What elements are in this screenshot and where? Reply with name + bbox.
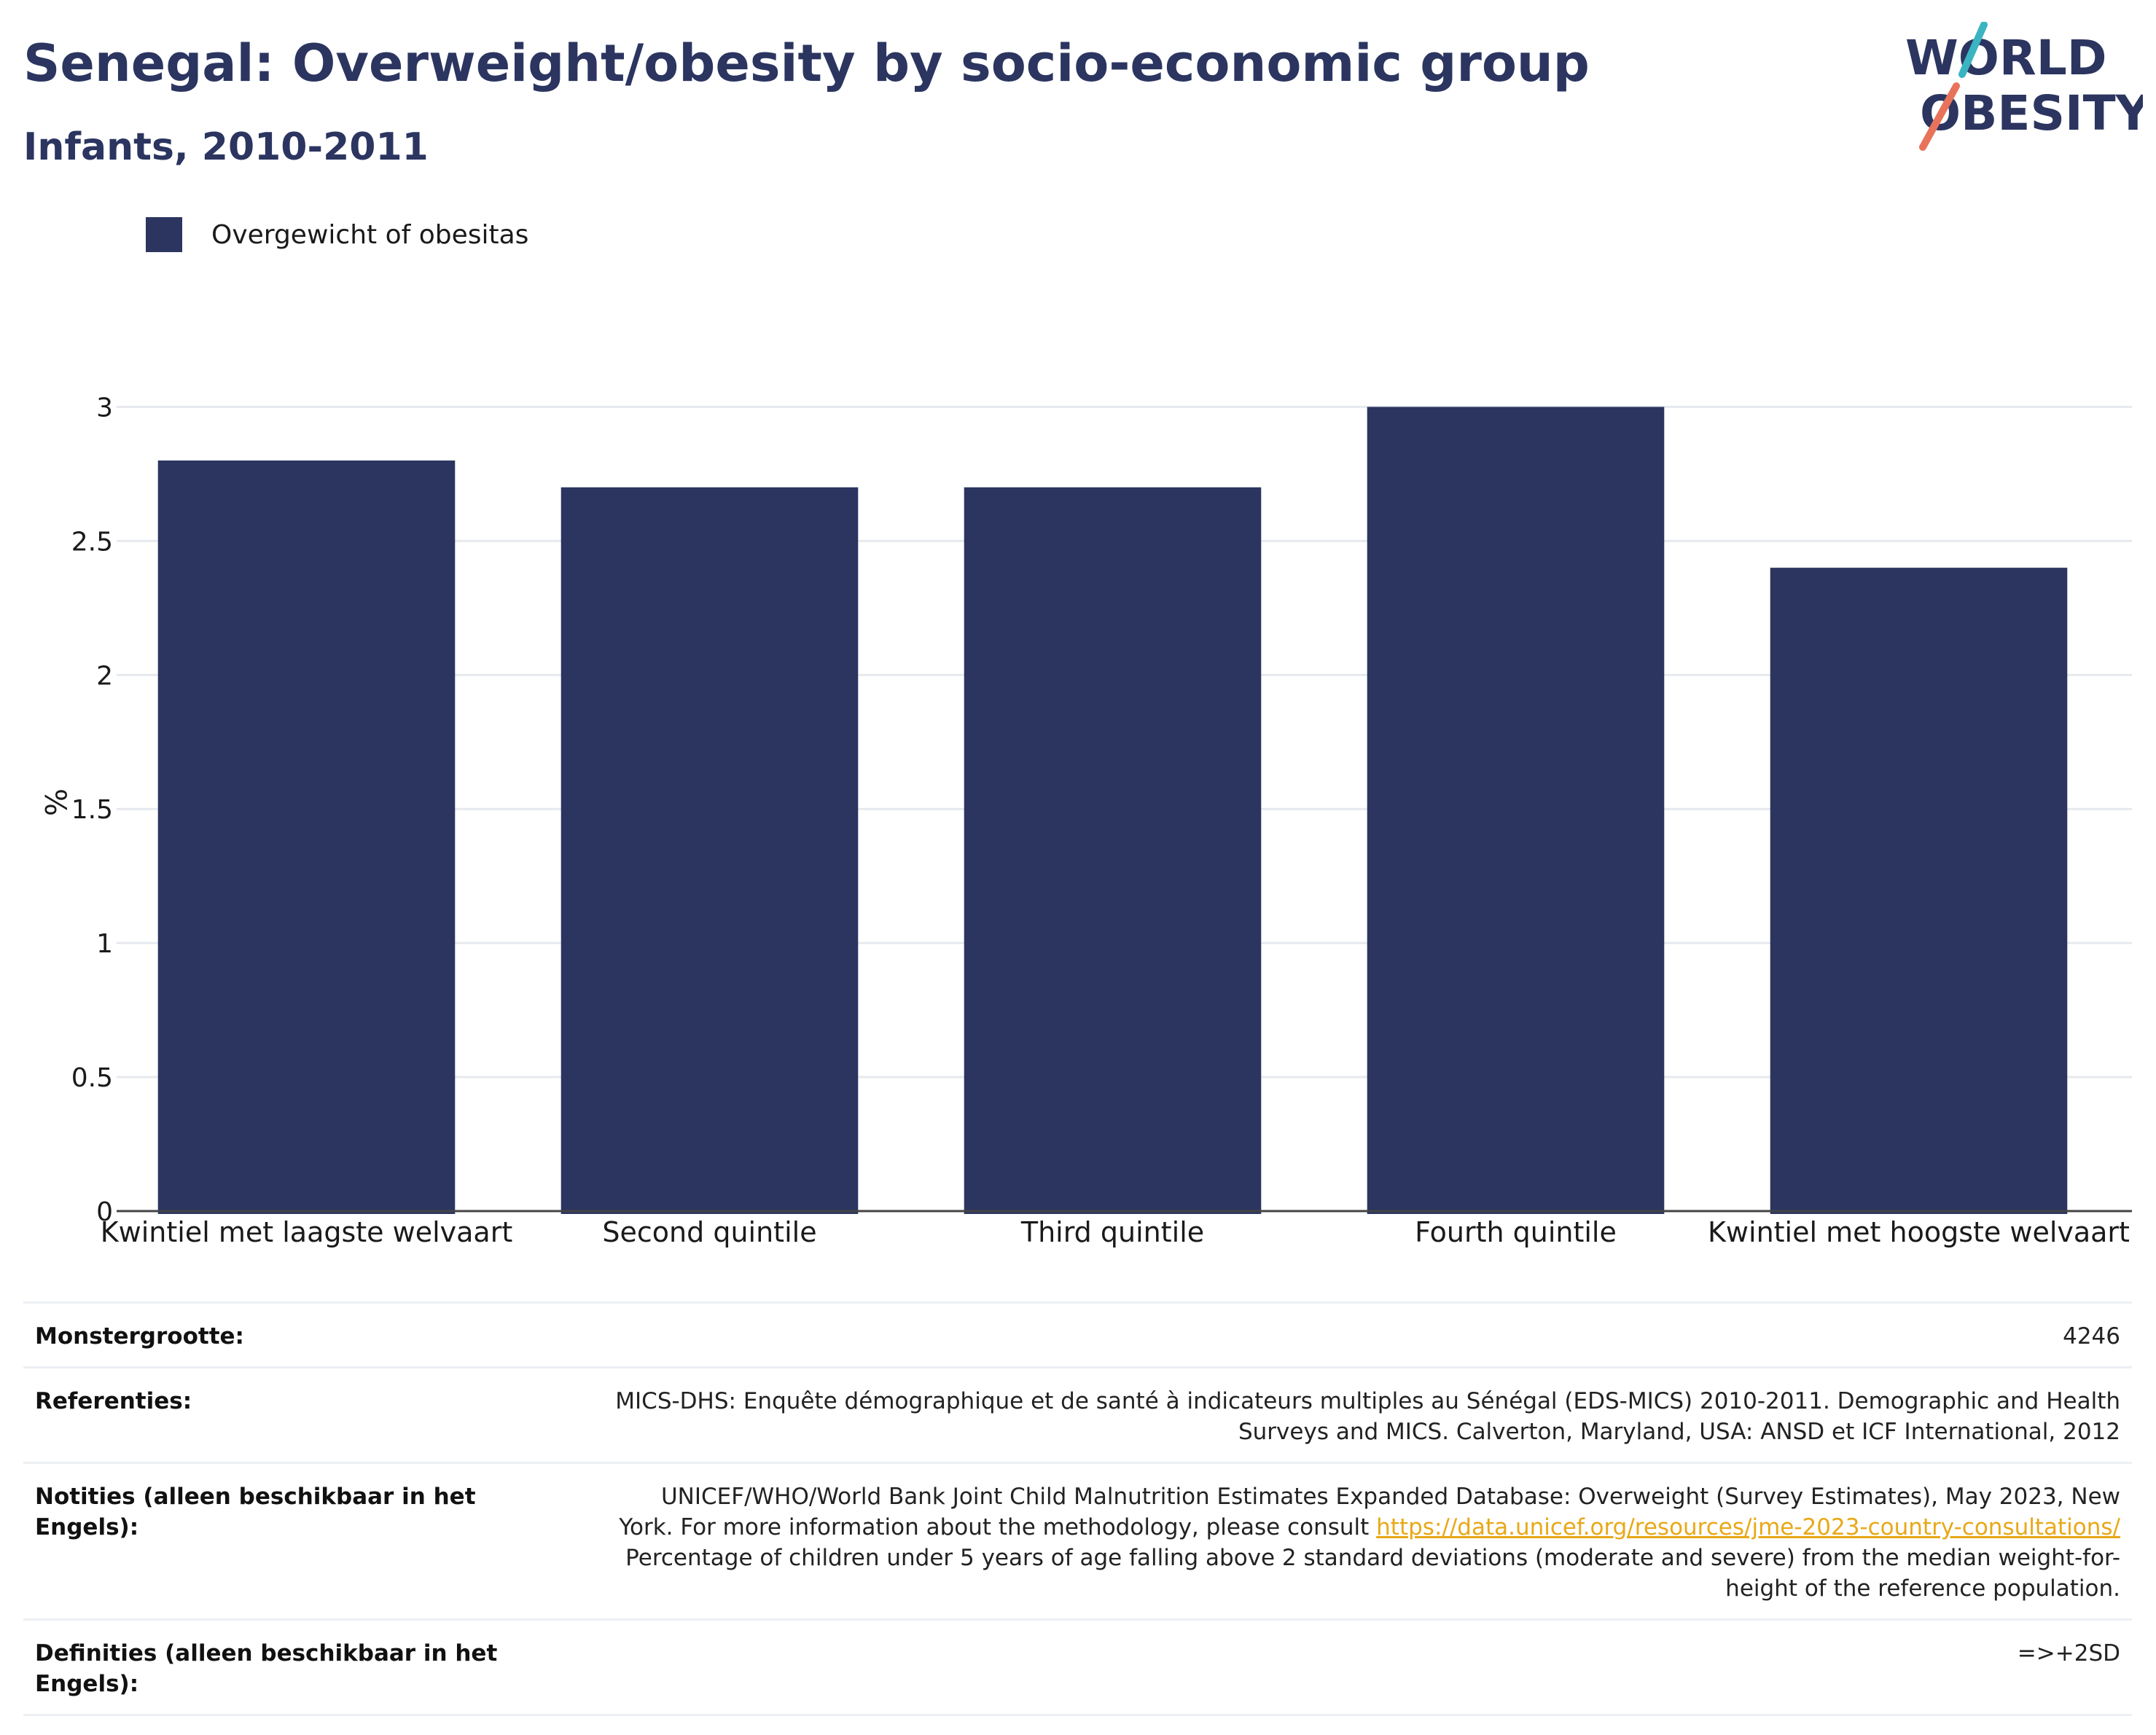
bar[interactable] bbox=[157, 460, 456, 1214]
info-row-notes: Notities (alleen beschikbaar in het Enge… bbox=[23, 1462, 2132, 1618]
x-category-label: Second quintile bbox=[602, 1216, 816, 1248]
references-value: MICS-DHS: Enquête démographique et de sa… bbox=[615, 1386, 2120, 1447]
info-table: Monstergrootte: 4246 Referenties: MICS-D… bbox=[23, 1301, 2132, 1716]
notes-line2-text: York. For more information about the met… bbox=[619, 1514, 1377, 1540]
sample-size-value: 4246 bbox=[2063, 1323, 2120, 1350]
bar[interactable] bbox=[1770, 568, 2068, 1214]
notes-value: UNICEF/WHO/World Bank Joint Child Malnut… bbox=[619, 1481, 2120, 1604]
definitions-value: =>+2SD bbox=[2017, 1640, 2120, 1667]
world-obesity-logo: WORLD OBESITY bbox=[1905, 22, 2143, 151]
logo-line1: WORLD bbox=[1905, 30, 2107, 86]
bar[interactable] bbox=[1367, 407, 1665, 1214]
y-axis-title: % bbox=[38, 788, 71, 816]
y-tick-label: 1 bbox=[96, 929, 113, 959]
logo-slash-coral bbox=[1919, 82, 1960, 151]
x-category-label: Kwintiel met laagste welvaart bbox=[101, 1216, 513, 1248]
info-row-references: Referenties: MICS-DHS: Enquête démograph… bbox=[23, 1366, 2132, 1462]
notes-line1: UNICEF/WHO/World Bank Joint Child Malnut… bbox=[660, 1484, 2120, 1510]
legend-swatch bbox=[146, 217, 182, 252]
y-tick-label: 2 bbox=[96, 661, 113, 691]
bar-chart: 0 0.5 1 1.5 2 2.5 3 Kwintiel met laagste welva… bbox=[38, 393, 2132, 1248]
references-label: Referenties: bbox=[35, 1388, 192, 1414]
notes-line3: Percentage of children under 5 years of … bbox=[625, 1545, 2120, 1571]
y-tick-label: 0 bbox=[96, 1197, 113, 1227]
x-category-labels: Kwintiel met laagste welvaart Second quin… bbox=[101, 1216, 2130, 1248]
info-row-definitions: Definities (alleen beschikbaar in het En… bbox=[23, 1618, 2132, 1716]
legend: Overgewicht of obesitas bbox=[146, 217, 528, 252]
notes-label: Notities (alleen beschikbaar in het Enge… bbox=[35, 1484, 476, 1540]
y-tick-label: 2.5 bbox=[71, 527, 113, 557]
y-tick-label: 0.5 bbox=[71, 1063, 113, 1093]
logo-slash-teal bbox=[1958, 22, 1988, 78]
y-tick-label: 3 bbox=[96, 393, 113, 423]
x-category-label: Fourth quintile bbox=[1415, 1216, 1617, 1248]
bars bbox=[157, 407, 2068, 1214]
y-tick-label: 1.5 bbox=[71, 795, 113, 825]
methodology-link[interactable]: https://data.unicef.org/resources/jme-20… bbox=[1376, 1514, 2120, 1540]
page-title: Senegal: Overweight/obesity by socio-eco… bbox=[23, 34, 1590, 93]
x-category-label: Kwintiel met hoogste welvaart bbox=[1708, 1216, 2130, 1248]
sample-size-label: Monstergrootte: bbox=[35, 1323, 244, 1350]
bar[interactable] bbox=[964, 487, 1262, 1214]
references-line1: MICS-DHS: Enquête démographique et de sa… bbox=[615, 1388, 2120, 1414]
notes-line2: York. For more information about the met… bbox=[619, 1512, 2120, 1543]
y-tick-labels: 0 0.5 1 1.5 2 2.5 3 bbox=[71, 393, 113, 1227]
references-line2: Surveys and MICS. Calverton, Maryland, U… bbox=[1238, 1419, 2120, 1445]
bar[interactable] bbox=[561, 487, 859, 1214]
logo-line2: OBESITY bbox=[1920, 85, 2143, 141]
notes-line4: height of the reference population. bbox=[1725, 1575, 2120, 1602]
page-subtitle: Infants, 2010-2011 bbox=[23, 125, 429, 169]
legend-label: Overgewicht of obesitas bbox=[211, 219, 529, 250]
info-row-sample-size: Monstergrootte: 4246 bbox=[23, 1301, 2132, 1366]
definitions-label: Definities (alleen beschikbaar in het En… bbox=[35, 1640, 498, 1697]
x-category-label: Third quintile bbox=[1020, 1216, 1204, 1248]
